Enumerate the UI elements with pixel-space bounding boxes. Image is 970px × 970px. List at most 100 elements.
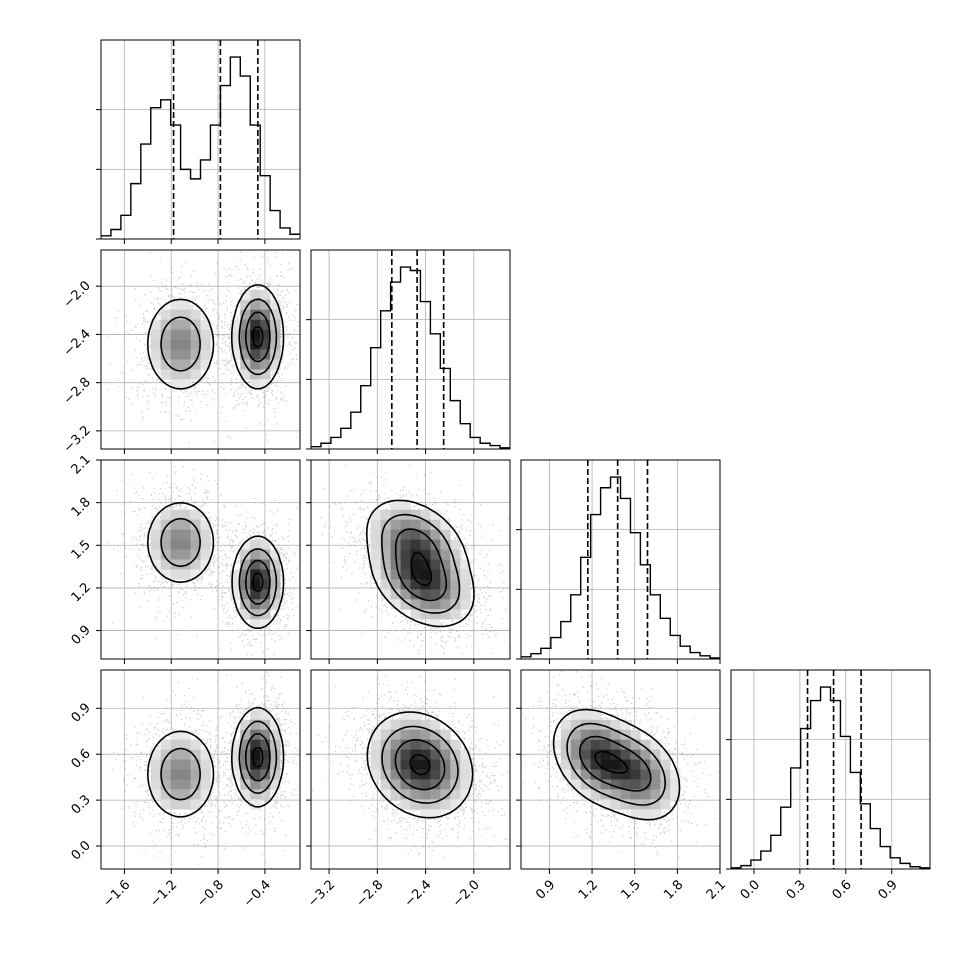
density-cell — [180, 539, 191, 550]
density-cell — [650, 799, 661, 810]
density-cell — [200, 559, 211, 570]
density-cell — [410, 769, 421, 780]
density-cell — [650, 739, 661, 750]
density-cell — [420, 559, 431, 570]
density-cell — [260, 359, 271, 370]
density-cell — [430, 619, 441, 630]
density-cell — [570, 739, 581, 750]
density-cell — [180, 329, 191, 340]
density-cell — [560, 759, 572, 770]
density-cell — [430, 579, 441, 590]
contour-1 — [160, 720, 278, 801]
density-cell — [400, 559, 411, 570]
density-cell — [240, 769, 251, 780]
density-cell — [450, 569, 461, 580]
density-cell — [190, 509, 201, 520]
contour-0 — [147, 284, 285, 390]
density-cell — [390, 529, 401, 540]
density-cell — [190, 529, 201, 540]
density-cell — [240, 539, 251, 550]
density-cell — [560, 719, 572, 730]
density-cell — [420, 719, 431, 730]
panel-3-2 — [516, 669, 721, 874]
density-cell — [270, 299, 281, 310]
panel-3-0 — [96, 669, 301, 874]
density-cell — [390, 779, 401, 790]
density-cell — [410, 579, 421, 590]
density-cell — [420, 549, 431, 560]
density-cell — [650, 749, 661, 760]
density-cell — [180, 769, 191, 780]
density-cell — [630, 759, 641, 770]
density-cell — [200, 329, 211, 340]
density-cell — [200, 779, 211, 790]
density-cell — [260, 739, 271, 750]
density-cell — [260, 579, 271, 590]
density-cell — [450, 759, 461, 770]
contour-2 — [394, 738, 446, 791]
density-cell — [170, 299, 181, 310]
density-cell — [270, 769, 281, 780]
density-cell — [650, 779, 661, 790]
density-cell — [270, 349, 281, 360]
density-cell — [260, 709, 271, 721]
density-cell — [200, 529, 211, 540]
density-cell — [610, 789, 621, 800]
x-tick-label: 2.1 — [704, 877, 729, 902]
density-cell — [150, 549, 161, 560]
panel-2-2 — [516, 459, 721, 664]
contour-2 — [245, 559, 271, 605]
density-cell — [380, 789, 391, 800]
density-cell — [400, 789, 411, 800]
density-cell — [570, 769, 581, 780]
density-cell — [620, 749, 631, 760]
density-cell — [620, 769, 631, 780]
density-cell — [650, 789, 661, 800]
density-cell — [170, 529, 181, 540]
y-tick-label: 1.5 — [69, 538, 94, 563]
density-cell — [450, 579, 461, 590]
density-cell — [450, 749, 461, 760]
density-cell — [260, 749, 271, 760]
density-cell — [420, 759, 431, 770]
density-cell — [430, 549, 441, 560]
density-cell — [180, 749, 191, 760]
density-cell — [570, 709, 581, 721]
density-cell — [370, 529, 381, 540]
density-cell — [570, 759, 581, 770]
density-cell — [200, 789, 211, 800]
density-cell — [420, 769, 431, 780]
density-cell — [460, 599, 471, 610]
density-cell — [670, 789, 681, 800]
density-cell — [380, 549, 391, 560]
density-cell — [170, 369, 181, 380]
density-cell — [440, 579, 451, 590]
density-cell — [580, 759, 591, 770]
density-cell — [650, 809, 661, 820]
density-cell — [260, 789, 271, 800]
contour-0 — [147, 501, 285, 629]
density-cell — [630, 769, 641, 780]
density-cell — [580, 779, 591, 790]
density-cell — [400, 739, 411, 750]
density-cell — [440, 779, 451, 790]
density-cell — [160, 549, 171, 560]
density-cell — [630, 809, 641, 820]
density-cell — [460, 779, 471, 790]
density-cell — [430, 769, 441, 780]
density-cell — [250, 339, 261, 350]
density-cell — [190, 329, 201, 340]
density-cell — [370, 519, 381, 530]
contour-1 — [381, 725, 459, 804]
density-cell — [430, 589, 441, 600]
density-cell — [400, 769, 411, 780]
y-tick-label: 0.0 — [69, 838, 94, 863]
density-cell — [180, 339, 191, 350]
density-cell — [390, 789, 401, 800]
density-cell — [460, 569, 471, 580]
density-cell — [380, 779, 391, 790]
density-cell — [410, 709, 421, 721]
density-cell — [440, 759, 451, 770]
density-cell — [260, 779, 271, 790]
